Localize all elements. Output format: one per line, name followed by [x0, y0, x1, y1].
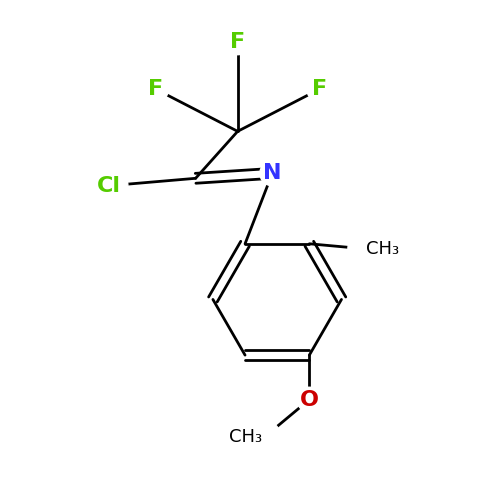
Circle shape [144, 77, 169, 102]
Circle shape [249, 421, 280, 452]
Text: F: F [312, 80, 327, 100]
Text: O: O [300, 390, 319, 409]
Text: F: F [230, 32, 245, 52]
Circle shape [90, 167, 128, 204]
Circle shape [260, 161, 284, 186]
Circle shape [226, 30, 250, 54]
Circle shape [307, 77, 332, 102]
Circle shape [348, 233, 380, 264]
Text: CH₃: CH₃ [229, 428, 262, 446]
Circle shape [297, 387, 322, 412]
Text: N: N [263, 164, 281, 184]
Text: CH₃: CH₃ [366, 240, 400, 258]
Text: F: F [148, 80, 164, 100]
Text: Cl: Cl [97, 176, 121, 196]
